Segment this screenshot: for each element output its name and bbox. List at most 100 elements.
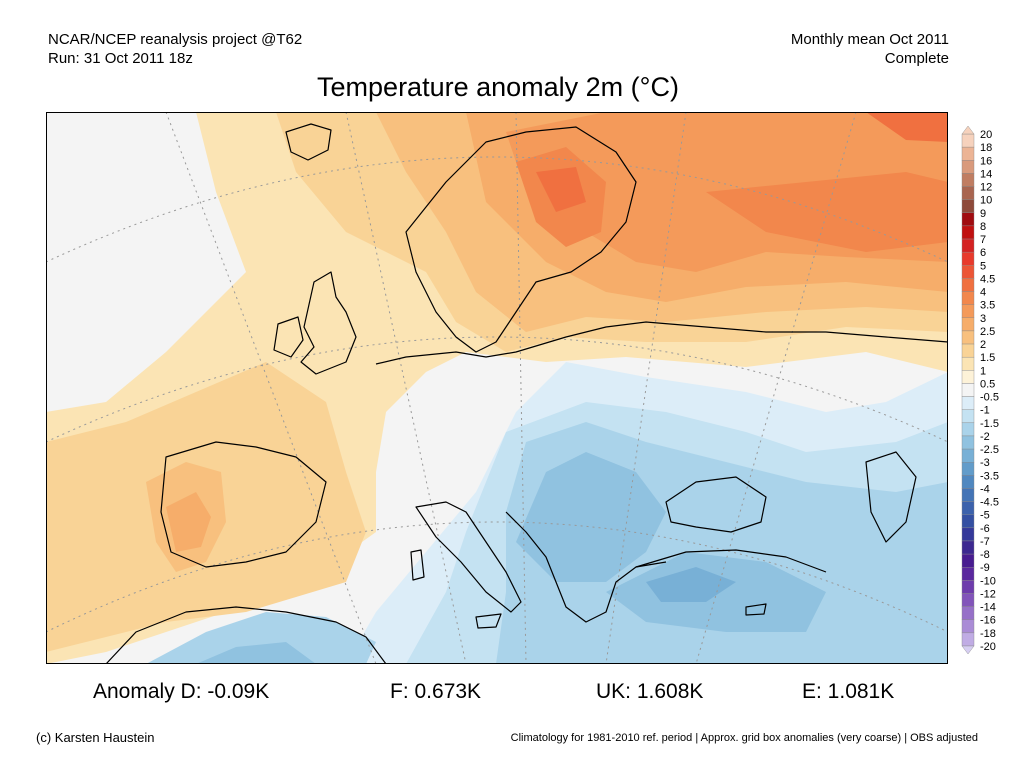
colorbar-swatch: [961, 606, 975, 620]
colorbar-swatch: [961, 238, 975, 253]
colorbar-swatch: [961, 160, 975, 174]
colorbar-swatch: [961, 501, 975, 515]
turkey-coast: [635, 549, 827, 573]
colorbar-swatch: [961, 173, 975, 187]
continent-coast: [375, 321, 948, 365]
colorbar-swatch: [961, 356, 975, 371]
warm-anomaly-portugal-core: [166, 492, 211, 552]
map-title: Temperature anomaly 2m (°C): [317, 72, 679, 102]
colorbar-label: 2.5: [980, 326, 995, 338]
black-sea-coast: [665, 476, 767, 533]
colorbar-swatch: [961, 265, 975, 279]
colorbar-label: -0.5: [980, 392, 999, 404]
colorbar-label: 20: [980, 129, 992, 141]
coastlines: [105, 123, 948, 664]
colorbar-label: -14: [980, 602, 996, 614]
stat-anomaly-d: Anomaly D: -0.09K: [93, 680, 270, 703]
colorbar-swatch: [961, 317, 975, 332]
model-label: NCAR/NCEP reanalysis project @T62: [48, 31, 303, 48]
colorbar-label: -4: [980, 483, 990, 495]
colorbar-swatch: [961, 475, 975, 489]
colorbar-swatch: [961, 553, 975, 568]
stat-anomaly-e: E: 1.081K: [802, 680, 895, 703]
colorbar-label: -12: [980, 588, 996, 600]
completion-status: Complete: [884, 50, 949, 67]
run-info: NCAR/NCEP reanalysis project @T62 Run: 3…: [48, 30, 302, 68]
anomaly-map: [46, 112, 948, 664]
iceland-coast: [285, 123, 332, 161]
colorbar-label: 7: [980, 234, 986, 246]
colorbar-swatch: [961, 225, 975, 240]
scandinavia-coast: [405, 126, 637, 353]
colorbar-label: 1.5: [980, 352, 995, 364]
colorbar-swatch: [961, 514, 975, 529]
colorbar-label: -2: [980, 431, 990, 443]
cyprus-coast: [745, 603, 767, 616]
colorbar-label: -2.5: [980, 444, 999, 456]
sardinia-coast: [410, 549, 425, 581]
colorbar-min-arrow: [961, 645, 975, 654]
colorbar-label: 1: [980, 365, 986, 377]
colorbar-label: 3.5: [980, 300, 995, 312]
colorbar-label: 3: [980, 313, 986, 325]
colorbar-label: -7: [980, 536, 990, 548]
caspian-coast: [865, 451, 917, 543]
run-time: Run: 31 Oct 2011 18z: [48, 50, 193, 67]
colorbar-swatch: [961, 343, 975, 358]
colorbar-swatch: [961, 186, 975, 200]
map-border: [46, 112, 948, 664]
ireland-coast: [273, 316, 304, 358]
colorbar-swatch: [961, 540, 975, 555]
colorbar-swatch: [961, 488, 975, 502]
credit-text: (c) Karsten Haustein: [36, 730, 155, 745]
warm-anomaly-arctic: [866, 112, 948, 142]
colorbar-swatch: [961, 199, 975, 213]
period-info: Monthly mean Oct 2011 Complete: [791, 30, 949, 68]
cold-anomaly-africa: [146, 612, 376, 664]
colorbar-label: -3: [980, 457, 990, 469]
stat-anomaly-f: F: 0.673K: [390, 680, 482, 703]
colorbar-label: -16: [980, 615, 996, 627]
sicily-coast: [475, 613, 502, 629]
colorbar-swatch: [961, 330, 975, 345]
colorbar-label: 10: [980, 195, 992, 207]
colorbar-label: 4: [980, 287, 986, 299]
colorbar-label: 12: [980, 182, 992, 194]
stat-anomaly-uk: UK: 1.608K: [596, 680, 704, 703]
colorbar-label: -3.5: [980, 470, 999, 482]
colorbar-swatch: [961, 251, 975, 266]
colorbar-swatch: [961, 619, 975, 634]
colorbar-swatch: [961, 212, 975, 227]
colorbar-swatch: [961, 632, 975, 647]
colorbar-swatch: [961, 448, 975, 463]
balkans-coast: [505, 511, 667, 623]
colorbar-label: 2: [980, 339, 986, 351]
colorbar-label: 6: [980, 247, 986, 259]
warm-anomaly-lapland: [536, 167, 586, 212]
colorbar-swatch: [961, 422, 975, 437]
colorbar-label: 0.5: [980, 378, 995, 390]
colorbar-label: 4.5: [980, 273, 995, 285]
colorbar-swatch: [961, 278, 975, 292]
colorbar-swatch: [961, 304, 975, 318]
colorbar-label: -5: [980, 510, 990, 522]
colorbar-label: -20: [980, 641, 996, 653]
colorbar-swatch: [961, 409, 975, 424]
colorbar-label: -9: [980, 562, 990, 574]
colorbar-label: -1: [980, 405, 990, 417]
colorbar-swatch: [961, 370, 975, 384]
colorbar-swatch: [961, 396, 975, 410]
colorbar-label: 16: [980, 155, 992, 167]
uk-coast: [300, 271, 357, 375]
colorbar-label: -8: [980, 549, 990, 561]
colorbar-label: -1.5: [980, 418, 999, 430]
colorbar-swatch: [961, 291, 975, 305]
colorbar-label: 14: [980, 168, 992, 180]
colorbar-label: -4.5: [980, 497, 999, 509]
africa-coast: [105, 606, 387, 664]
footnote-text: Climatology for 1981-2010 ref. period | …: [510, 732, 978, 744]
colorbar-swatch: [961, 593, 975, 607]
colorbar-swatch: [961, 567, 975, 581]
colorbar-label: -10: [980, 575, 996, 587]
